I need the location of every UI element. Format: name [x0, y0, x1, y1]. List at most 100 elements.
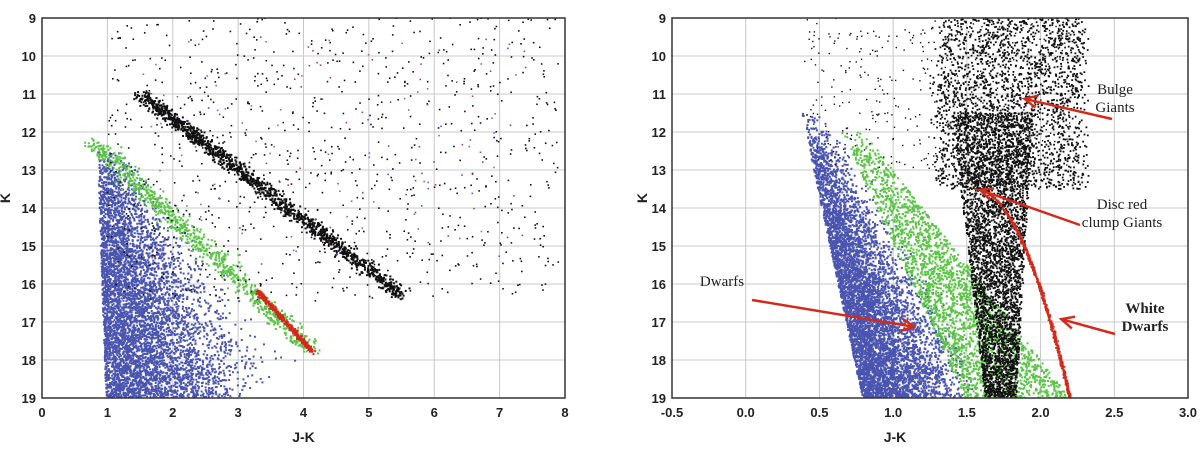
data-point — [154, 376, 157, 379]
data-point — [115, 255, 118, 258]
data-point — [186, 311, 189, 314]
data-point — [129, 370, 132, 373]
data-point — [115, 257, 118, 260]
data-point — [100, 255, 103, 258]
data-point — [122, 303, 125, 306]
data-point — [101, 261, 104, 264]
data-point — [152, 379, 155, 382]
data-point — [103, 342, 106, 345]
data-point — [146, 353, 149, 356]
data-point — [140, 262, 143, 265]
data-point — [133, 232, 136, 235]
data-point — [242, 378, 245, 381]
data-point — [214, 382, 217, 385]
data-point — [136, 303, 139, 306]
data-point — [159, 257, 162, 260]
data-point — [103, 293, 106, 296]
data-point — [118, 274, 121, 277]
data-point — [135, 321, 138, 324]
data-point — [102, 271, 105, 274]
data-point — [145, 374, 148, 377]
data-point — [102, 251, 105, 254]
data-point — [112, 342, 115, 345]
data-point — [226, 352, 229, 355]
data-point — [147, 382, 150, 385]
data-point — [113, 379, 116, 382]
data-point — [124, 279, 127, 282]
data-point — [111, 274, 114, 277]
data-point — [106, 295, 109, 298]
data-point — [173, 303, 176, 306]
data-point — [119, 268, 122, 271]
data-point — [123, 278, 126, 281]
data-point — [139, 358, 142, 361]
data-point — [130, 258, 133, 261]
data-point — [185, 314, 188, 317]
data-point — [194, 389, 197, 392]
data-point — [117, 314, 120, 317]
data-point — [213, 354, 216, 357]
data-point — [142, 301, 145, 304]
data-point — [244, 363, 247, 366]
data-point — [152, 372, 155, 375]
data-point — [120, 239, 123, 242]
data-point — [117, 199, 120, 202]
data-point — [156, 312, 159, 315]
data-point — [123, 372, 126, 375]
data-point — [117, 200, 120, 203]
data-point — [113, 295, 116, 298]
data-point — [195, 257, 198, 260]
data-point — [217, 312, 220, 315]
data-point — [114, 288, 117, 291]
data-point — [154, 316, 157, 319]
data-point — [125, 205, 128, 208]
data-point — [162, 296, 165, 299]
data-point — [148, 372, 151, 375]
data-point — [147, 235, 150, 238]
data-point — [107, 384, 110, 387]
data-point — [139, 249, 142, 252]
data-point — [109, 171, 112, 174]
data-point — [175, 322, 178, 325]
data-point — [125, 394, 128, 397]
data-point — [180, 382, 183, 385]
data-point — [180, 361, 183, 364]
data-point — [121, 372, 124, 375]
data-point — [157, 337, 160, 340]
data-point — [130, 188, 133, 191]
data-point — [116, 266, 119, 269]
data-point — [123, 243, 126, 246]
data-point — [147, 305, 150, 308]
data-point — [104, 263, 107, 266]
data-point — [122, 362, 125, 365]
data-point — [144, 261, 147, 264]
data-point — [156, 333, 159, 336]
data-point — [111, 334, 114, 337]
data-point — [140, 209, 143, 212]
data-point — [119, 205, 122, 208]
data-point — [158, 218, 161, 221]
data-point — [157, 302, 160, 305]
data-point — [230, 345, 233, 348]
data-point — [229, 373, 232, 376]
data-point — [147, 297, 150, 300]
data-point — [115, 326, 118, 329]
data-point — [130, 317, 133, 320]
data-point — [176, 356, 179, 359]
data-point — [109, 217, 112, 220]
data-point — [134, 213, 137, 216]
data-point — [114, 285, 117, 288]
data-point — [133, 256, 136, 259]
data-point — [126, 164, 129, 167]
data-point — [187, 325, 190, 328]
data-point — [124, 363, 127, 366]
data-point — [115, 241, 118, 244]
data-point — [129, 368, 132, 371]
data-point — [150, 375, 153, 378]
data-point — [158, 284, 161, 287]
data-point — [118, 257, 121, 260]
data-point — [138, 360, 141, 363]
data-point — [195, 352, 198, 355]
data-point — [134, 353, 137, 356]
